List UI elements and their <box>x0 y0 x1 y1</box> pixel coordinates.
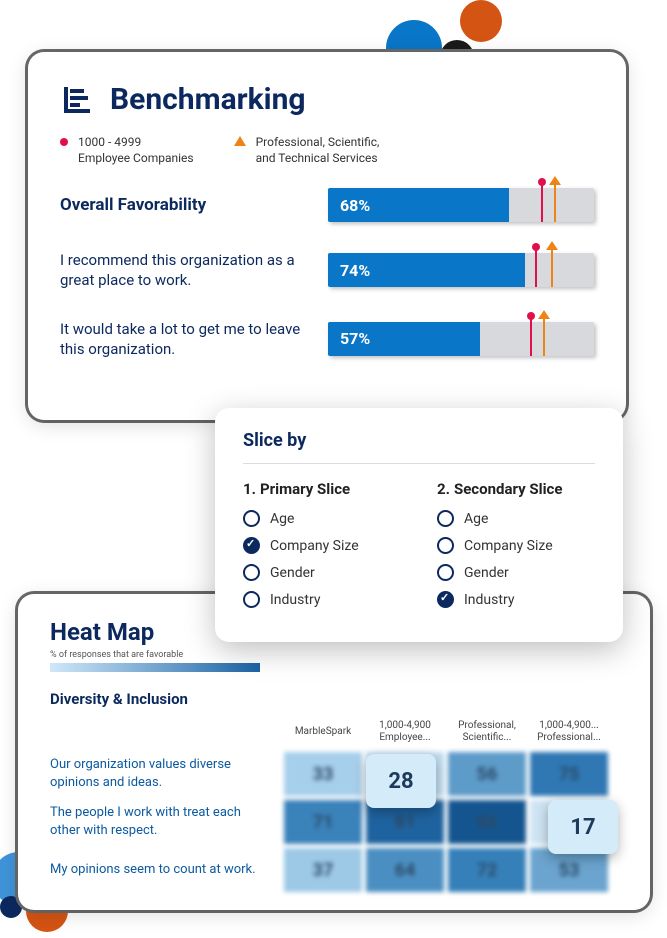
benchmark-bar: 57% <box>328 322 594 356</box>
benchmark-row: It would take a lot to get me to leave t… <box>60 319 594 360</box>
heatmap-section-title: Diversity & Inclusion <box>50 690 626 708</box>
deco-circle <box>460 0 502 42</box>
benchmark-row: I recommend this organization as a great… <box>60 250 594 291</box>
slice-title: Slice by <box>243 430 595 464</box>
marker-red <box>535 247 537 287</box>
marker-orange <box>551 247 553 287</box>
slice-option-label: Company Size <box>270 538 359 554</box>
dot-red-icon <box>60 138 68 146</box>
heading-text: Primary Slice <box>260 480 350 498</box>
marker-red <box>541 182 543 222</box>
heading-text: Secondary Slice <box>454 480 563 498</box>
slice-option-label: Industry <box>464 592 514 608</box>
benchmark-bar-fill: 68% <box>328 188 509 222</box>
legend-label: Professional, Scientific, and Technical … <box>256 135 380 166</box>
legend-item: Professional, Scientific, and Technical … <box>234 135 380 166</box>
benchmark-icon <box>60 83 94 117</box>
radio-empty-icon[interactable] <box>437 537 454 554</box>
slice-option-label: Industry <box>270 592 320 608</box>
heatmap-cell: 33 <box>284 752 362 796</box>
triangle-orange-icon <box>234 136 246 146</box>
slice-option-label: Age <box>270 511 294 527</box>
heatmap-column-header: 1,000-4,900 Employee... <box>366 720 444 748</box>
slice-option-label: Age <box>464 511 488 527</box>
slice-card: Slice by 1. Primary Slice Age Company Siz… <box>215 408 623 642</box>
heatmap-highlight-cell: 17 <box>548 800 618 854</box>
benchmark-row: Overall Favorability 68% <box>60 188 594 222</box>
primary-slice-column: 1. Primary Slice Age Company Size Gender In… <box>243 480 401 618</box>
benchmark-bar: 74% <box>328 253 594 287</box>
benchmark-bar-fill: 74% <box>328 253 525 287</box>
benchmark-row-label: Overall Favorability <box>60 194 310 217</box>
radio-empty-icon[interactable] <box>243 510 260 527</box>
marker-orange <box>554 182 556 222</box>
radio-empty-icon[interactable] <box>437 564 454 581</box>
heatmap-cell: 86 <box>448 800 526 844</box>
slice-option[interactable]: Age <box>243 510 401 527</box>
slice-option[interactable]: Gender <box>243 564 401 581</box>
slice-option[interactable]: Industry <box>437 591 595 608</box>
radio-empty-icon[interactable] <box>243 591 260 608</box>
heatmap-cell: 53 <box>530 848 608 892</box>
radio-empty-icon[interactable] <box>437 510 454 527</box>
benchmark-bar-fill: 57% <box>328 322 480 356</box>
slice-option-label: Gender <box>464 565 509 581</box>
benchmarking-title: Benchmarking <box>110 82 306 117</box>
slice-option[interactable]: Industry <box>243 591 401 608</box>
slice-option-label: Company Size <box>464 538 553 554</box>
heatmap-cell: 56 <box>448 752 526 796</box>
heatmap-cell: 75 <box>530 752 608 796</box>
heatmap-cell: 72 <box>448 848 526 892</box>
slice-option-label: Gender <box>270 565 315 581</box>
heatmap-column-header: Professional, Scientific... <box>448 720 526 748</box>
legend-label: 1000 - 4999 Employee Companies <box>78 135 194 166</box>
radio-checked-icon[interactable] <box>437 591 454 608</box>
marker-red <box>530 316 532 356</box>
heatmap-grid: MarbleSpark1,000-4,900 Employee...Profes… <box>50 720 626 892</box>
radio-empty-icon[interactable] <box>243 564 260 581</box>
radio-checked-icon[interactable] <box>243 537 260 554</box>
heatmap-cell: 71 <box>284 800 362 844</box>
heatmap-highlight-cell: 28 <box>366 754 436 808</box>
heatmap-cell: 64 <box>366 848 444 892</box>
heatmap-row-label: My opinions seem to count at work. <box>50 861 280 879</box>
secondary-slice-heading: 2. Secondary Slice <box>437 480 595 498</box>
heatmap-column-header: MarbleSpark <box>284 726 362 742</box>
heatmap-gradient-legend <box>50 663 260 672</box>
benchmark-row-label: It would take a lot to get me to leave t… <box>60 319 310 360</box>
slice-option[interactable]: Age <box>437 510 595 527</box>
heatmap-column-header: 1,000-4,900... Professional... <box>530 720 608 748</box>
slice-option[interactable]: Company Size <box>437 537 595 554</box>
heatmap-subtitle: % of responses that are favorable <box>50 650 626 660</box>
benchmark-row-label: I recommend this organization as a great… <box>60 250 310 291</box>
heatmap-cell: 37 <box>284 848 362 892</box>
benchmarking-legend: 1000 - 4999 Employee Companies Professio… <box>60 135 594 166</box>
secondary-slice-column: 2. Secondary Slice Age Company Size Gender… <box>437 480 595 618</box>
heatmap-row-label: The people I work with treat each other … <box>50 804 280 839</box>
heading-number: 1. <box>243 480 256 498</box>
slice-option[interactable]: Company Size <box>243 537 401 554</box>
benchmark-bar: 68% <box>328 188 594 222</box>
marker-orange <box>543 316 545 356</box>
primary-slice-heading: 1. Primary Slice <box>243 480 401 498</box>
heading-number: 2. <box>437 480 450 498</box>
heatmap-row-label: Our organization values diverse opinions… <box>50 756 280 791</box>
benchmarking-card: Benchmarking 1000 - 4999 Employee Compan… <box>28 52 626 420</box>
legend-item: 1000 - 4999 Employee Companies <box>60 135 194 166</box>
slice-option[interactable]: Gender <box>437 564 595 581</box>
